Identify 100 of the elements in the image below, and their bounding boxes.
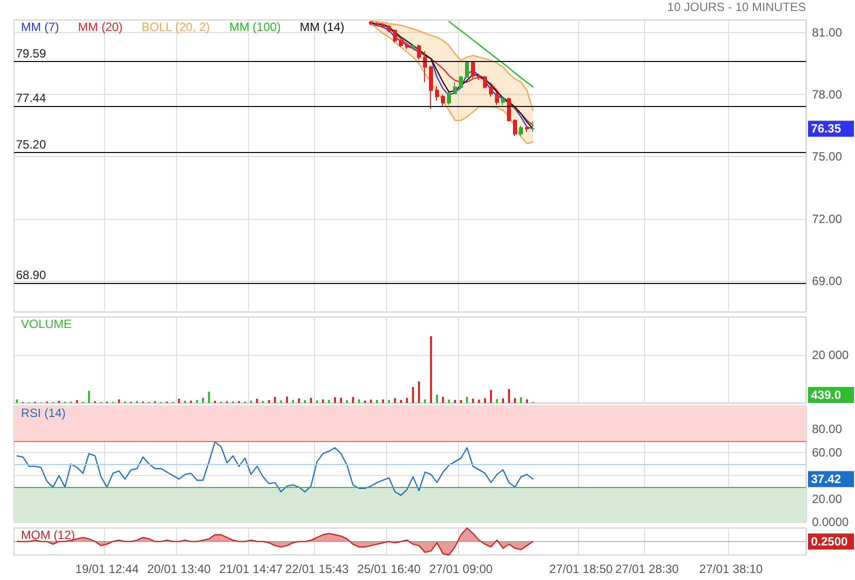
text: MM (14) — [300, 20, 344, 34]
bar — [412, 386, 414, 403]
candlestick — [495, 92, 499, 106]
y-tick-label: 20 000 — [812, 348, 850, 362]
bar — [334, 397, 336, 403]
bar — [322, 399, 324, 403]
ref-line-label: 75.20 — [16, 138, 46, 152]
bar — [274, 397, 276, 403]
x-tick-label: 25/01 16:40 — [357, 562, 422, 576]
candlestick — [411, 43, 415, 50]
bar — [328, 400, 330, 403]
text: 37.42 — [811, 472, 842, 486]
bar — [304, 400, 306, 403]
bar — [502, 398, 504, 403]
bar — [346, 400, 348, 403]
candlestick — [405, 43, 409, 50]
candlestick — [513, 118, 517, 136]
y-tick-label: 60.00 — [812, 445, 842, 460]
candlestick — [417, 44, 421, 60]
x-tick-label: 27/01 38:10 — [699, 562, 764, 576]
text: VOLUME — [21, 317, 72, 331]
bar — [418, 382, 420, 403]
bar — [382, 399, 384, 403]
ref-line-label: 68.90 — [16, 268, 46, 282]
bar — [526, 399, 528, 403]
candlestick — [531, 120, 535, 132]
y-tick-label: 20.00 — [812, 492, 842, 506]
bar — [286, 396, 288, 403]
bar — [310, 398, 312, 403]
bar — [448, 400, 450, 403]
bar — [472, 398, 474, 403]
bar — [16, 399, 18, 403]
text: MM (7) — [21, 20, 59, 34]
y-tick-label: 0.0000 — [812, 515, 850, 529]
text: MM (100) — [229, 20, 281, 34]
x-tick-label: 27/01 18:50 — [549, 562, 614, 576]
candlestick — [519, 125, 523, 136]
candlestick — [453, 82, 457, 96]
candlestick — [477, 73, 481, 81]
bar — [454, 400, 456, 403]
bar — [490, 390, 492, 403]
bar — [460, 400, 462, 403]
bar — [436, 394, 438, 403]
x-tick-label: 22/01 15:43 — [285, 562, 350, 576]
candlestick — [387, 24, 391, 33]
bar — [118, 399, 120, 403]
candlestick — [489, 86, 493, 98]
candlestick — [471, 60, 475, 78]
bar — [202, 398, 204, 403]
candlestick — [507, 97, 511, 122]
bar — [406, 398, 408, 403]
bar — [388, 400, 390, 403]
candlestick — [393, 28, 397, 44]
series-label: MOM (12) — [21, 528, 76, 542]
ref-line-label: 77.44 — [16, 91, 46, 106]
candlestick — [375, 22, 379, 27]
candlestick — [441, 94, 445, 108]
bar — [208, 392, 210, 403]
bar — [484, 398, 486, 403]
candlestick — [501, 96, 505, 106]
y-tick-label: 80.00 — [812, 422, 842, 436]
bar — [508, 389, 510, 403]
bar — [466, 397, 468, 403]
y-tick-label: 81.00 — [812, 25, 842, 40]
candlestick — [399, 39, 403, 48]
bar — [430, 336, 432, 403]
bar — [478, 400, 480, 403]
x-tick-label: 21/01 14:47 — [219, 562, 284, 576]
y-tick-label: 78.00 — [812, 88, 842, 102]
bar — [292, 400, 294, 403]
line-series — [16, 441, 534, 496]
candlestick — [369, 20, 373, 26]
x-tick-label: 27/01 28:30 — [615, 562, 680, 576]
bar — [298, 398, 300, 403]
chart-title: 10 JOURS - 10 MINUTES — [667, 0, 806, 14]
bar — [442, 397, 444, 403]
bar — [358, 399, 360, 403]
text: BOLL (20, 2) — [142, 20, 210, 34]
bar — [256, 398, 258, 403]
candlestick — [435, 86, 439, 102]
text: RSI (14) — [21, 406, 66, 420]
bar — [520, 397, 522, 403]
y-tick-label: 69.00 — [812, 274, 842, 288]
candlestick — [429, 65, 433, 110]
candlestick — [525, 125, 529, 132]
text: 439.0 — [811, 388, 842, 402]
text: 0.2500 — [811, 534, 848, 548]
bar — [196, 400, 198, 403]
bar — [376, 400, 378, 403]
candlestick — [423, 50, 427, 83]
bar — [514, 398, 516, 403]
bar — [352, 397, 354, 403]
x-tick-label: 20/01 13:40 — [147, 562, 212, 576]
bar — [496, 399, 498, 403]
candlestick — [381, 22, 385, 29]
y-tick-label: 72.00 — [812, 212, 842, 226]
bar — [424, 399, 426, 403]
candlestick — [459, 75, 463, 89]
bar — [370, 400, 372, 403]
text: MM (20) — [78, 20, 123, 34]
